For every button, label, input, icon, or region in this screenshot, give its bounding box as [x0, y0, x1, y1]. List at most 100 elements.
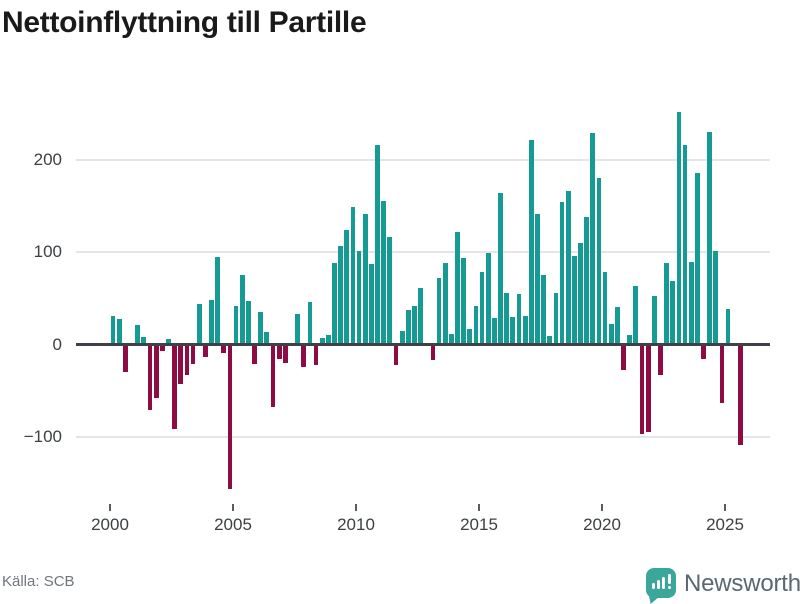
- bar-2024Q1: [701, 346, 706, 359]
- bar-2007Q1: [282, 346, 288, 363]
- bar-2014Q3: [467, 329, 473, 343]
- bar-2019Q4: [596, 178, 602, 343]
- bar-2018Q3: [565, 191, 571, 343]
- bar-2006Q3: [270, 346, 276, 408]
- bar-2021Q2: [633, 285, 639, 343]
- y-axis-label: 200: [33, 149, 62, 169]
- bar-2016Q2: [510, 317, 516, 343]
- bar-2017Q2: [535, 214, 540, 343]
- bar-2005Q2: [239, 274, 245, 343]
- bar-2016Q3: [516, 293, 522, 343]
- zero-axis-line: [76, 343, 770, 346]
- y-axis-label: 100: [33, 242, 62, 261]
- bar-2003Q2: [190, 346, 196, 364]
- bar-2003Q3: [196, 304, 202, 343]
- bar-2001Q1: [135, 325, 141, 343]
- bar-2002Q3: [172, 346, 177, 430]
- bar-2013Q3: [442, 263, 448, 343]
- bar-2002Q2: [166, 339, 171, 343]
- bar-2009Q1: [332, 263, 337, 343]
- y-axis-label: −100: [23, 427, 62, 446]
- bar-2010Q3: [369, 264, 374, 343]
- bar-2019Q2: [584, 217, 590, 343]
- bar-2014Q2: [461, 257, 467, 343]
- bar-2014Q1: [455, 232, 460, 343]
- bar-2014Q4: [473, 306, 479, 343]
- bar-2023Q3: [688, 261, 694, 343]
- bar-2023Q4: [694, 172, 700, 343]
- x-tick-2015: [478, 504, 480, 511]
- bar-2019Q1: [578, 243, 583, 343]
- x-tick-2020: [601, 504, 603, 511]
- bar-2022Q1: [651, 295, 657, 343]
- x-tick-2010: [355, 504, 357, 511]
- bar-2002Q1: [159, 346, 165, 351]
- bar-2020Q4: [621, 346, 626, 371]
- x-axis-label: 2005: [214, 515, 252, 534]
- bar-2002Q4: [178, 346, 184, 384]
- bar-2000Q3: [123, 346, 128, 372]
- bar-2004Q1: [209, 300, 214, 343]
- bar-2015Q3: [492, 318, 497, 343]
- x-axis-label: 2025: [706, 515, 744, 534]
- bar-2024Q4: [719, 346, 725, 404]
- bar-2012Q3: [418, 287, 423, 343]
- x-axis-label: 2020: [583, 515, 621, 534]
- bar-2015Q4: [498, 193, 503, 343]
- bar-2009Q2: [338, 245, 344, 343]
- bar-2004Q3: [221, 346, 227, 354]
- bar-2019Q3: [590, 133, 596, 343]
- bar-2008Q1: [307, 302, 313, 343]
- bar-2022Q3: [664, 262, 669, 343]
- bar-2005Q3: [246, 301, 251, 343]
- bar-2024Q3: [713, 250, 719, 343]
- bar-2009Q3: [344, 230, 350, 343]
- gridline-200: [76, 158, 770, 161]
- chart-title: Nettoinflyttning till Partille: [2, 6, 367, 39]
- bar-2024Q2: [707, 132, 713, 343]
- bar-2009Q4: [350, 207, 356, 343]
- x-axis-label: 2000: [91, 515, 129, 534]
- bar-2005Q4: [252, 346, 257, 364]
- bar-2011Q3: [393, 346, 399, 366]
- bar-2022Q2: [658, 346, 663, 375]
- bar-2013Q1: [430, 346, 436, 360]
- gridline-100: [76, 251, 770, 253]
- bar-2011Q4: [399, 330, 405, 343]
- x-tick-2025: [724, 504, 726, 511]
- bar-2021Q4: [645, 346, 651, 433]
- bar-2020Q3: [615, 306, 620, 343]
- bar-2022Q4: [670, 281, 676, 343]
- bar-2007Q4: [301, 346, 307, 368]
- bar-2003Q1: [184, 346, 190, 375]
- newsworthy-logo[interactable]: Newsworthy: [644, 565, 800, 600]
- y-axis-label: 0: [52, 334, 62, 354]
- bar-2010Q1: [356, 251, 362, 343]
- bar-2004Q2: [215, 256, 221, 343]
- bar-2006Q2: [264, 331, 270, 343]
- bar-2005Q1: [233, 306, 239, 343]
- bar-2016Q1: [504, 293, 510, 343]
- bar-2025Q1: [725, 308, 731, 343]
- logo-exclamation-icon: [668, 574, 671, 584]
- bar-2015Q2: [485, 253, 491, 343]
- x-axis-label: 2010: [337, 515, 375, 534]
- logo-bar-icon: [657, 580, 660, 589]
- bar-2010Q4: [375, 145, 380, 343]
- bar-2018Q4: [571, 256, 577, 343]
- bar-2021Q3: [639, 346, 645, 434]
- bar-2018Q1: [553, 293, 559, 343]
- gridline--100: [76, 436, 770, 438]
- bar-2018Q2: [559, 202, 565, 343]
- bar-2017Q3: [541, 274, 546, 343]
- bar-2025Q3: [738, 346, 743, 445]
- bar-2004Q4: [227, 346, 233, 490]
- x-tick-2005: [232, 504, 234, 511]
- bar-2012Q1: [405, 309, 411, 343]
- bar-2000Q1: [110, 316, 116, 343]
- bar-2021Q1: [627, 334, 633, 343]
- bar-2015Q1: [479, 271, 485, 343]
- logo-bar-icon: [662, 577, 665, 589]
- bar-2016Q4: [522, 316, 528, 343]
- x-tick-2000: [109, 504, 111, 511]
